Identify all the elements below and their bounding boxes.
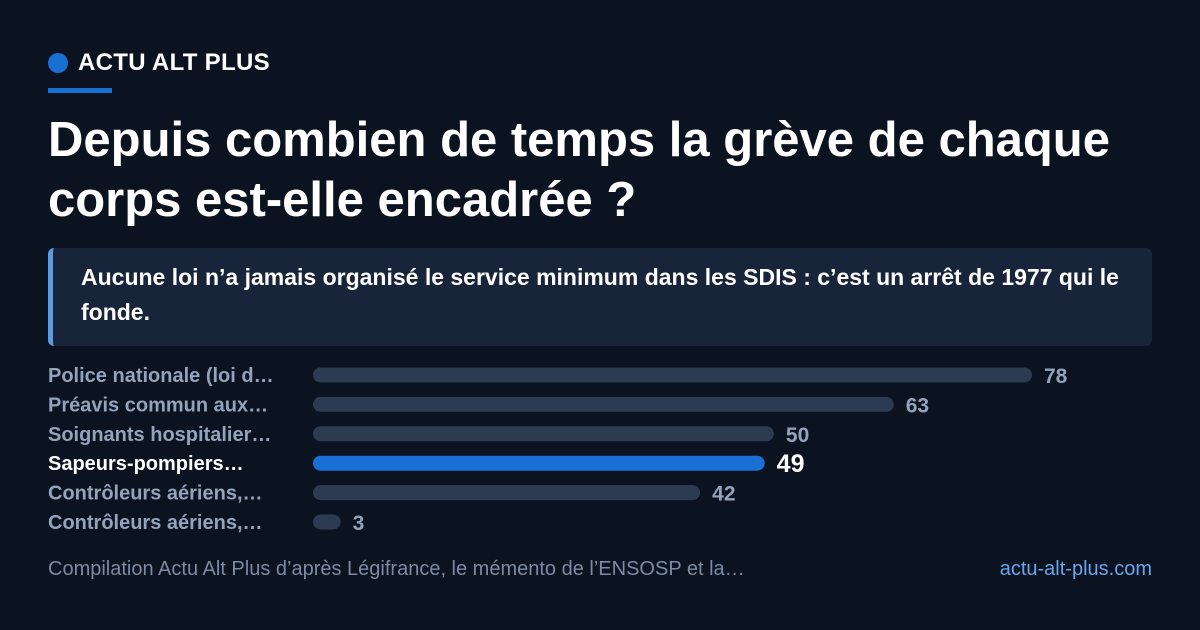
- bar-value-label: 78: [1044, 365, 1068, 388]
- bar: [313, 396, 894, 412]
- brand-name: ACTU ALT PLUS: [78, 49, 270, 76]
- bar-label: Soignants hospitalier…: [48, 424, 271, 446]
- bar-label: Contrôleurs aériens,…: [48, 512, 263, 534]
- bar-value-label: 63: [906, 394, 929, 417]
- bar-chart: Police nationale (loi d… 78 Préavis commun…: [48, 365, 1068, 535]
- brand-underline: [48, 88, 112, 93]
- brand-dot-icon: [48, 53, 68, 73]
- site-link[interactable]: actu-alt-plus.com: [999, 558, 1152, 580]
- bar: [313, 455, 765, 471]
- bar: [313, 426, 774, 442]
- callout-text: Aucune loi n’a jamais organisé le servic…: [81, 264, 1119, 325]
- source-note: Compilation Actu Alt Plus d’après Légifr…: [48, 558, 745, 580]
- bar: [313, 485, 701, 501]
- bar: [313, 514, 341, 530]
- callout-box: Aucune loi n’a jamais organisé le servic…: [48, 248, 1152, 346]
- bar-label: Police nationale (loi d…: [48, 365, 274, 387]
- bar-value-label: 3: [353, 512, 365, 535]
- brand: ACTU ALT PLUS: [48, 48, 270, 78]
- bar-label: Sapeurs-pompiers…: [48, 453, 244, 475]
- bar-value-label: 42: [712, 483, 735, 506]
- bar-value-label: 50: [786, 424, 809, 447]
- bar-value-label: 49: [777, 450, 805, 478]
- bar: [313, 367, 1032, 383]
- bar-label: Contrôleurs aériens,…: [48, 483, 263, 505]
- page-title: Depuis combien de temps la grève de chaq…: [48, 113, 1110, 227]
- bar-label: Préavis commun aux…: [48, 394, 268, 416]
